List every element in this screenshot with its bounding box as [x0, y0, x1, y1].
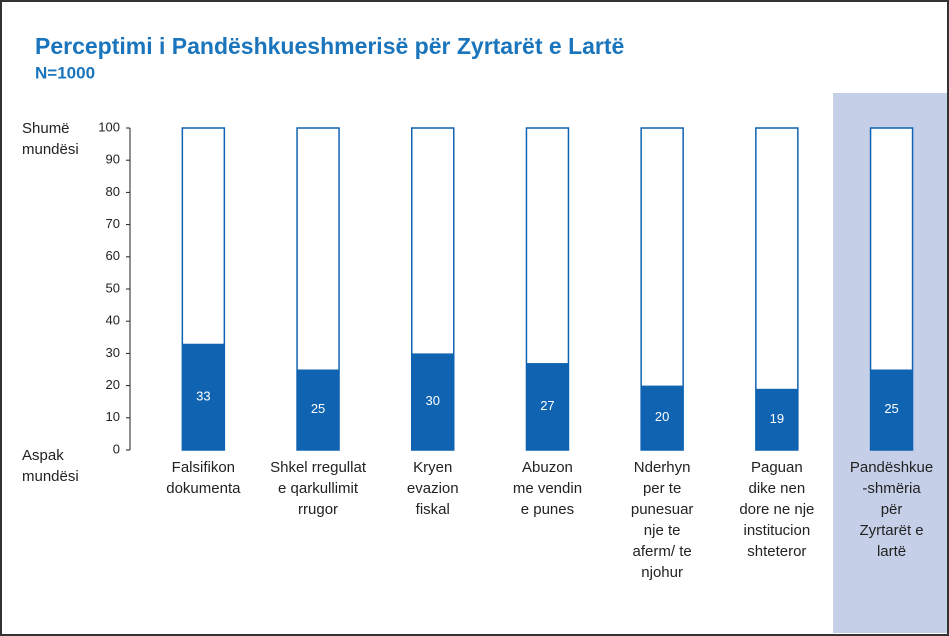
- annotation: Shumë mundësi: [22, 120, 79, 158]
- y-tick-label: 50: [106, 280, 120, 295]
- y-tick-label: 90: [106, 152, 120, 167]
- value-label: 33: [196, 388, 210, 403]
- annotation: Aspak mundësi: [22, 447, 79, 485]
- y-tick-label: 70: [106, 216, 120, 231]
- bar: [755, 388, 798, 450]
- chart-subtitle: N=1000: [35, 63, 95, 82]
- chart-title: Perceptimi i Pandëshkueshmerisë për Zyrt…: [35, 33, 624, 59]
- bar: [182, 343, 225, 450]
- y-tick-label: 100: [98, 119, 120, 134]
- bar: [870, 369, 913, 450]
- x-tick-label: Abuzon me vendin e punes: [512, 459, 583, 518]
- bar: [297, 369, 340, 450]
- x-tick-label: Nderhyn per te punesuar nje te aferm/ te…: [630, 459, 694, 581]
- y-tick-label: 80: [106, 184, 120, 199]
- y-tick-label: 60: [106, 248, 120, 263]
- y-tick-label: 30: [106, 345, 120, 360]
- bar: [641, 385, 684, 450]
- bar: [526, 363, 569, 450]
- x-tick-label: Shkel rregullat e qarkullimit rrugor: [270, 459, 366, 518]
- value-label: 25: [311, 401, 325, 416]
- y-tick-label: 10: [106, 409, 120, 424]
- x-tick-label: Pandëshkue -shmëria për Zyrtarët e lartë: [849, 459, 934, 560]
- value-label: 20: [655, 409, 669, 424]
- value-label: 27: [540, 398, 554, 413]
- value-label: 19: [770, 411, 784, 426]
- y-tick-label: 40: [106, 313, 120, 328]
- x-tick-label: Paguan dike nen dore ne nje institucion …: [739, 459, 815, 560]
- y-tick-label: 20: [106, 377, 120, 392]
- x-tick-label: Falsifikon dokumenta: [166, 459, 241, 497]
- value-label: 25: [884, 401, 898, 416]
- bar: [411, 353, 454, 450]
- x-tick-label: Kryen evazion fiskal: [406, 459, 459, 518]
- value-label: 30: [426, 393, 440, 408]
- y-tick-label: 0: [113, 441, 120, 456]
